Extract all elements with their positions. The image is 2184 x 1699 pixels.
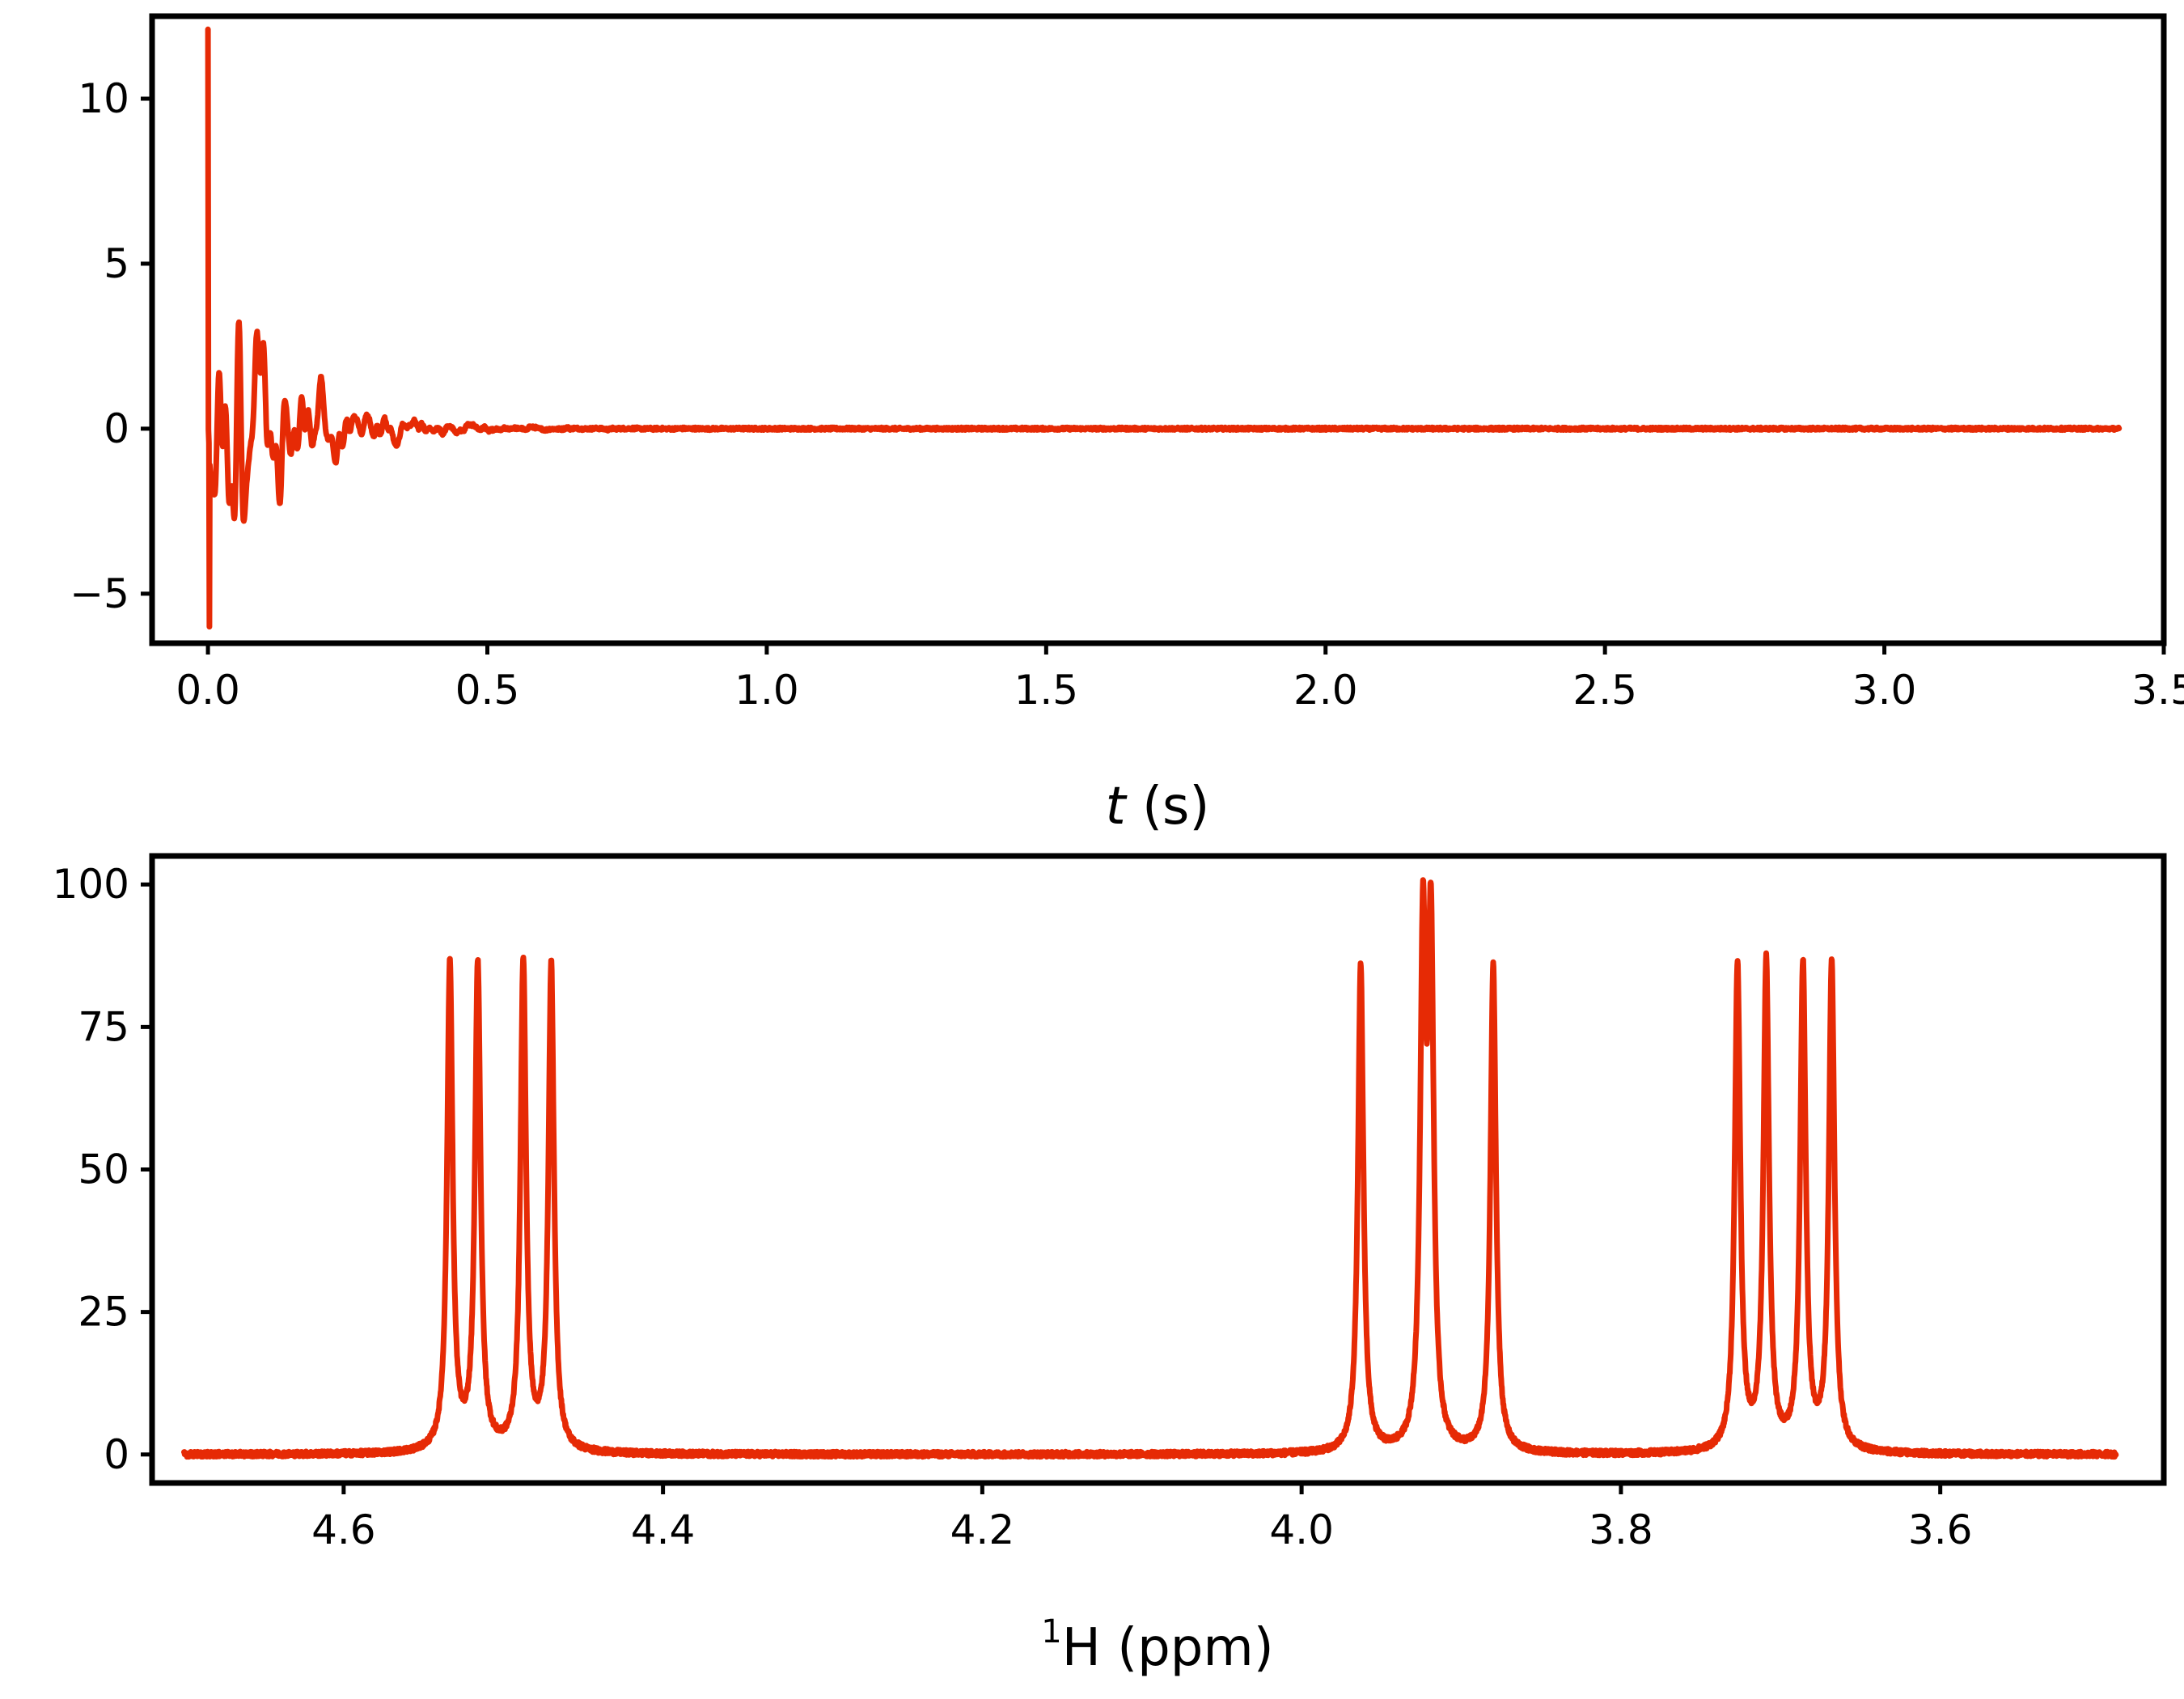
spectrum-x-tick-label: 4.4 [631, 1506, 696, 1553]
fid-x-axis-label: t (s) [1106, 777, 1210, 837]
spectrum-y-tick-label: 100 [53, 861, 129, 908]
spectrum-x-tick-label: 4.2 [950, 1506, 1015, 1553]
fid-x-tick-label: 1.0 [734, 667, 799, 714]
fid-x-tick-label: 3.5 [2131, 667, 2184, 714]
spectrum-y-tick-label: 50 [78, 1146, 129, 1193]
spectrum-y-ticks: 0 25 50 75 100 [53, 861, 152, 1478]
spectrum-y-tick-label: 0 [104, 1431, 129, 1478]
fid-x-tick-label: 0.5 [455, 667, 520, 714]
spectrum-x-axis-label-superscript: 1 [1041, 1613, 1061, 1650]
fid-series-line [205, 26, 2123, 630]
fid-panel: 0.0 0.5 1.0 1.5 2.0 2.5 3.0 3.5 −5 0 5 10 t (s) [70, 13, 2184, 837]
fid-y-tick-label: 5 [104, 240, 129, 287]
spectrum-x-tick-label: 3.6 [1908, 1506, 1973, 1553]
spectrum-x-axis-label: 1H (ppm) [1041, 1613, 1273, 1678]
spectrum-y-tick-label: 25 [78, 1289, 129, 1336]
fid-x-tick-label: 1.5 [1014, 667, 1079, 714]
spectrum-x-tick-label: 4.0 [1269, 1506, 1334, 1553]
fid-x-axis-label-unit: (s) [1126, 777, 1210, 837]
spectrum-panel: 4.6 4.4 4.2 4.0 3.8 3.6 0 25 50 75 100 1H (ppm) [53, 853, 2167, 1678]
spectrum-x-axis-label-unit: H (ppm) [1062, 1618, 1274, 1678]
fid-x-tick-label: 2.0 [1293, 667, 1358, 714]
fid-y-ticks: −5 0 5 10 [70, 75, 152, 617]
fid-y-tick-label: 10 [78, 75, 129, 122]
fid-x-tick-label: 3.0 [1852, 667, 1917, 714]
fid-axes-frame [149, 13, 2167, 646]
fid-x-axis-label-italic: t [1106, 777, 1128, 837]
fid-x-tick-label: 2.5 [1572, 667, 1637, 714]
fid-y-tick-label: −5 [70, 570, 129, 617]
fid-y-tick-label: 0 [104, 405, 129, 452]
fid-x-tick-label: 0.0 [176, 667, 240, 714]
spectrum-x-tick-label: 3.8 [1589, 1506, 1653, 1553]
spectrum-x-ticks: 4.6 4.4 4.2 4.0 3.8 3.6 [311, 1483, 1972, 1553]
spectrum-x-tick-label: 4.6 [311, 1506, 376, 1553]
spectrum-series-line [181, 877, 2119, 1460]
fid-x-ticks: 0.0 0.5 1.0 1.5 2.0 2.5 3.0 3.5 [176, 643, 2184, 714]
spectrum-y-tick-label: 75 [78, 1003, 129, 1050]
